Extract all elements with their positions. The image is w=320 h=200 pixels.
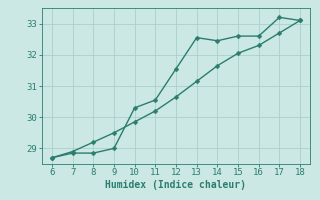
X-axis label: Humidex (Indice chaleur): Humidex (Indice chaleur) bbox=[106, 180, 246, 190]
